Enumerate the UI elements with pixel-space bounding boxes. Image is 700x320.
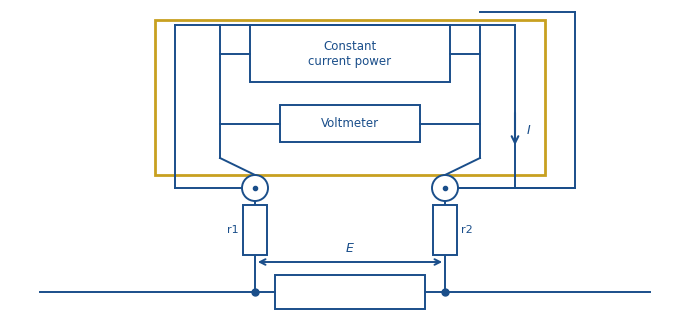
Text: I: I xyxy=(527,124,531,137)
Bar xyxy=(275,275,425,309)
Bar xyxy=(280,105,420,142)
Text: Resistance Ro: Resistance Ro xyxy=(312,287,388,297)
Text: Constant
current power: Constant current power xyxy=(309,39,391,68)
Text: Voltmeter: Voltmeter xyxy=(321,117,379,130)
Text: r2: r2 xyxy=(461,225,473,235)
Circle shape xyxy=(432,175,458,201)
Text: E: E xyxy=(346,242,354,255)
Circle shape xyxy=(242,175,268,201)
Bar xyxy=(243,205,267,255)
Bar xyxy=(433,205,457,255)
Text: r1: r1 xyxy=(228,225,239,235)
Bar xyxy=(250,25,450,82)
